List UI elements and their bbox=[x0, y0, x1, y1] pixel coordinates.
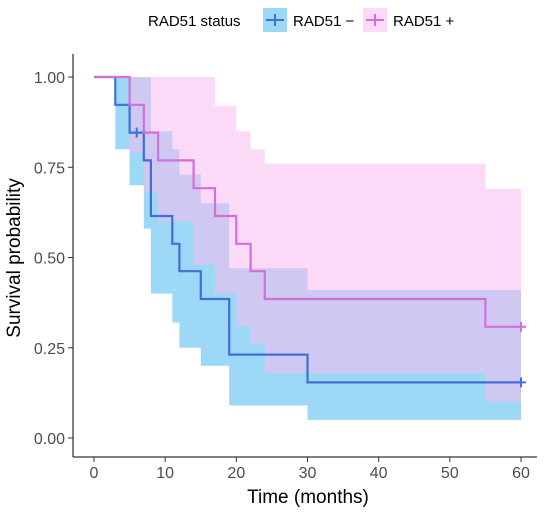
x-tick-label: 20 bbox=[227, 465, 245, 482]
legend: RAD51 status RAD51 − RAD51 + bbox=[148, 8, 455, 32]
plot-area bbox=[94, 75, 526, 420]
y-tick-label: 0.50 bbox=[34, 251, 65, 268]
y-tick-label: 0.00 bbox=[34, 431, 65, 448]
censor-mark-rad51-negative-0 bbox=[131, 127, 142, 138]
y-tick-label: 0.25 bbox=[34, 341, 65, 358]
legend-title: RAD51 status bbox=[148, 13, 241, 30]
survival-curve-rad51-negative bbox=[94, 75, 521, 384]
x-tick-label: 50 bbox=[441, 465, 459, 482]
x-tick-label: 30 bbox=[299, 465, 317, 482]
y-axis-title: Survival probability bbox=[4, 178, 25, 338]
x-tick-label: 0 bbox=[90, 465, 99, 482]
censor-mark-rad51-positive-0 bbox=[516, 321, 526, 332]
legend-items: RAD51 − RAD51 + bbox=[263, 8, 455, 32]
legend-label-rad51-positive: RAD51 + bbox=[393, 13, 455, 30]
legend-item-rad51-negative: RAD51 − bbox=[263, 8, 355, 32]
x-tick-label: 40 bbox=[370, 465, 388, 482]
legend-label-rad51-negative: RAD51 − bbox=[293, 13, 355, 30]
x-tick-label: 10 bbox=[156, 465, 174, 482]
x-axis-title: Time (months) bbox=[247, 487, 369, 508]
survival-curve-rad51-positive bbox=[94, 75, 521, 328]
ci-band-rad51-positive bbox=[94, 77, 521, 402]
legend-item-rad51-positive: RAD51 + bbox=[363, 8, 455, 32]
x-tick-label: 60 bbox=[512, 465, 530, 482]
y-tick-label: 0.75 bbox=[34, 160, 65, 177]
axes: 0 10 20 30 40 50 60 0.00 0.25 0.50 0.75 1.00 bbox=[34, 54, 537, 482]
y-tick-label: 1.00 bbox=[34, 70, 65, 87]
censor-mark-rad51-negative-1 bbox=[516, 377, 526, 388]
